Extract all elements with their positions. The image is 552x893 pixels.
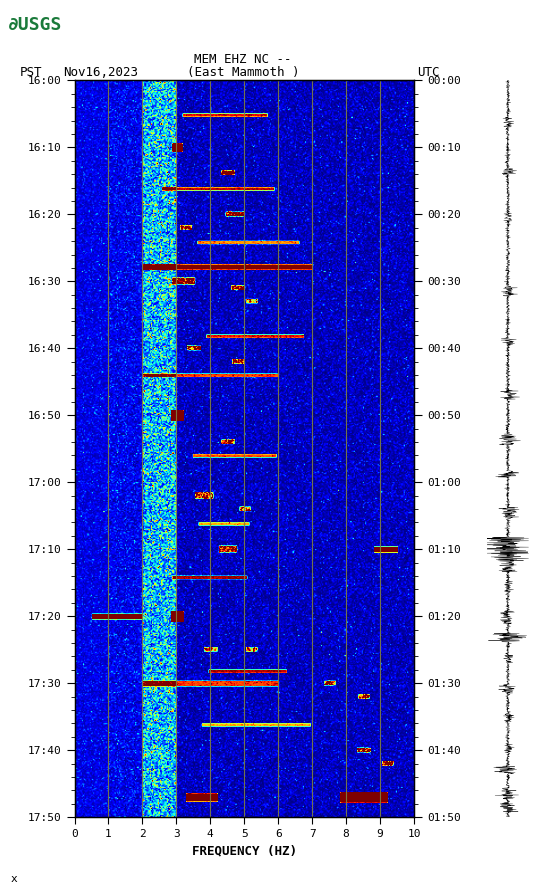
Text: UTC: UTC (417, 66, 439, 79)
X-axis label: FREQUENCY (HZ): FREQUENCY (HZ) (192, 845, 297, 857)
Text: Nov16,2023: Nov16,2023 (63, 66, 139, 79)
Text: x: x (11, 873, 18, 884)
Text: MEM EHZ NC --: MEM EHZ NC -- (194, 53, 291, 66)
Text: PST: PST (19, 66, 42, 79)
Text: ∂USGS: ∂USGS (8, 16, 63, 34)
Text: (East Mammoth ): (East Mammoth ) (187, 66, 299, 79)
